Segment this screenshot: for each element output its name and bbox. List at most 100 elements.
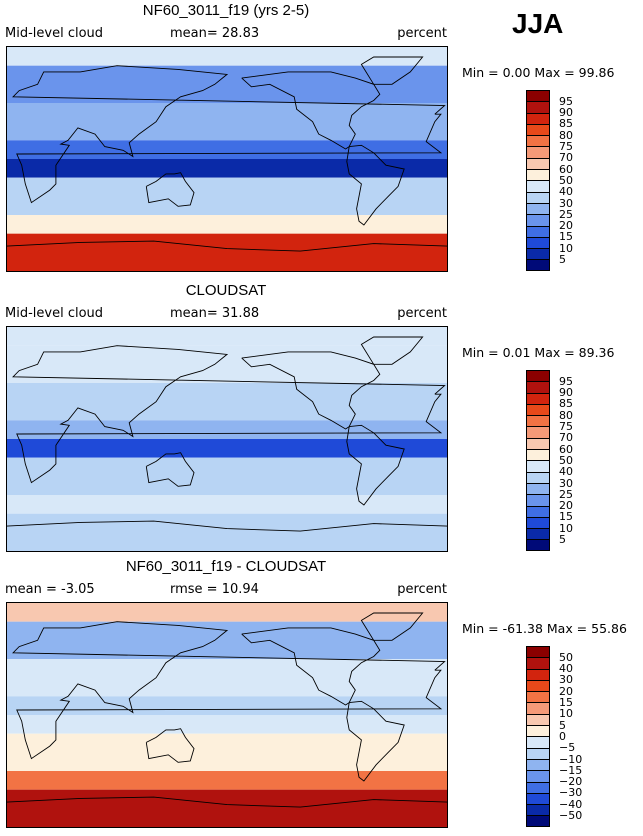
colorbar-swatch xyxy=(526,248,550,260)
colorbar-tick-label: 25 xyxy=(559,207,573,221)
lat-band-cell xyxy=(7,233,447,271)
colorbar-swatch xyxy=(526,449,550,461)
variable-label: Mid-level cloud xyxy=(5,306,104,321)
colorbar-tick-label: 80 xyxy=(559,408,573,422)
colorbar-tick-label: 60 xyxy=(559,442,573,456)
colorbar-swatch xyxy=(526,225,550,237)
colorbar-tick-label: 0 xyxy=(559,729,566,743)
colorbar-tick-label: 75 xyxy=(559,420,573,433)
coastline xyxy=(7,520,447,532)
coastline xyxy=(241,71,381,150)
map-svg xyxy=(7,327,447,551)
colorbar xyxy=(526,90,550,271)
colorbar-tick-label: 15 xyxy=(559,510,573,524)
lat-band-cell xyxy=(7,420,447,439)
colorbar-tick-label: −5 xyxy=(559,741,576,755)
lat-band-cell xyxy=(7,215,447,234)
colorbar-swatch xyxy=(526,702,550,714)
colorbar-tick-label: 5 xyxy=(559,253,566,266)
colorbar-swatch xyxy=(526,146,550,158)
lat-band-cell xyxy=(7,659,447,697)
colorbar-tick-label: 30 xyxy=(559,673,573,687)
colorbar-swatch xyxy=(526,679,550,692)
lat-band-cell xyxy=(7,603,447,622)
colorbar-tick-label: 10 xyxy=(559,707,573,721)
lat-band-cell xyxy=(7,159,447,178)
colorbar-tick-label: −15 xyxy=(559,763,583,777)
colorbar-tick-label: 70 xyxy=(559,151,573,165)
colorbar-swatch xyxy=(526,381,550,393)
units-label: percent xyxy=(397,26,447,41)
colorbar-tick-label: 90 xyxy=(559,106,573,120)
colorbar-tick-label: 70 xyxy=(559,431,573,445)
lat-band-cell xyxy=(7,789,447,827)
colorbar-swatch xyxy=(526,403,550,416)
coastline xyxy=(145,728,195,763)
colorbar-swatch xyxy=(526,123,550,136)
panel-difference: NF60_3011_f19 - CLOUDSAT mean = -3.05 rm… xyxy=(0,556,643,836)
colorbar-swatch xyxy=(526,747,550,759)
colorbar-swatch xyxy=(526,460,550,472)
panel-title: CLOUDSAT xyxy=(185,282,267,299)
coastline xyxy=(7,796,447,808)
panel-title: NF60_3011_f19 - CLOUDSAT xyxy=(125,558,327,575)
minmax-label: Min = 0.00 Max = 99.86 xyxy=(462,65,615,80)
colorbar-swatch xyxy=(526,112,550,124)
minmax-label: Min = 0.01 Max = 89.36 xyxy=(462,345,615,360)
colorbar-tick-label: 40 xyxy=(559,465,573,479)
coastline xyxy=(145,172,195,207)
lat-band-cell xyxy=(7,47,447,66)
lat-band-cell xyxy=(7,327,447,346)
units-label: percent xyxy=(397,306,447,321)
lat-band-cell xyxy=(7,177,447,215)
colorbar-swatch xyxy=(526,815,550,827)
panel-model: NF60_3011_f19 (yrs 2-5) Mid-level cloud … xyxy=(0,0,643,280)
colorbar-swatch xyxy=(526,516,550,529)
lat-band-cell xyxy=(7,495,447,514)
colorbar-swatch xyxy=(526,392,550,404)
colorbar-tick-label: −50 xyxy=(559,809,583,822)
colorbar-swatch xyxy=(526,202,550,215)
colorbar-tick-label: 50 xyxy=(559,173,573,187)
colorbar-tick-label: 15 xyxy=(559,696,573,709)
colorbar-swatch xyxy=(526,191,550,203)
colorbar-swatch xyxy=(526,157,550,170)
colorbar-swatch xyxy=(526,804,550,816)
colorbar-swatch xyxy=(526,668,550,680)
colorbar-swatch xyxy=(526,90,550,102)
panel-title: NF60_3011_f19 (yrs 2-5) xyxy=(142,2,310,19)
coastline xyxy=(346,424,405,506)
lat-band-cell xyxy=(7,103,447,141)
colorbar-tick-label: 5 xyxy=(559,533,566,546)
colorbar-swatch xyxy=(526,736,550,748)
colorbar-tick-label: 90 xyxy=(559,386,573,400)
map-plot xyxy=(6,326,448,552)
colorbar-swatch xyxy=(526,725,550,737)
colorbar-swatch xyxy=(526,646,550,658)
colorbar-swatch xyxy=(526,758,550,771)
coastline xyxy=(7,240,447,252)
colorbar-tick-label: 50 xyxy=(559,453,573,467)
colorbar-swatch xyxy=(526,169,550,181)
colorbar-swatch xyxy=(526,370,550,382)
colorbar-swatch xyxy=(526,135,550,147)
colorbar-swatch xyxy=(526,770,550,782)
colorbar-tick-label: 95 xyxy=(559,94,573,108)
coastline xyxy=(360,612,424,641)
colorbar-tick-label: 40 xyxy=(559,185,573,199)
season-label: JJA xyxy=(512,8,564,39)
colorbar-tick-label: 75 xyxy=(559,140,573,153)
units-label: percent xyxy=(397,582,447,597)
coastline xyxy=(241,351,381,430)
lat-band-cell xyxy=(7,715,447,734)
colorbar-tick-label: −10 xyxy=(559,752,583,766)
coastline xyxy=(241,627,381,706)
colorbar-tick-label: 85 xyxy=(559,397,573,411)
lat-band-cell xyxy=(7,439,447,458)
colorbar-swatch xyxy=(526,214,550,226)
map-svg xyxy=(7,47,447,271)
colorbar-swatch xyxy=(526,494,550,506)
colorbar-tick-label: 15 xyxy=(559,230,573,244)
colorbar-tick-label: −40 xyxy=(559,797,583,811)
colorbar-tick-label: −20 xyxy=(559,775,583,789)
